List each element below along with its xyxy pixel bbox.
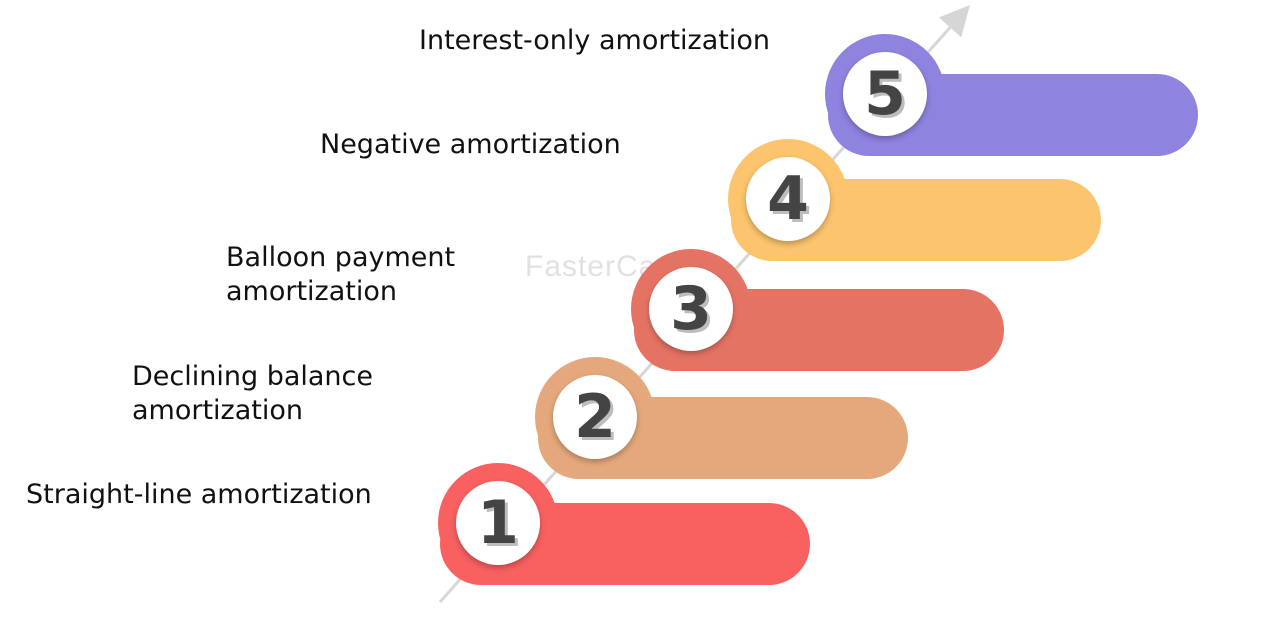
step-5-label-line: Interest-only amortization bbox=[419, 25, 770, 56]
step-4-number: 4 bbox=[767, 164, 809, 234]
step-3-label-line: amortization bbox=[226, 276, 397, 307]
step-1-label-line: Straight-line amortization bbox=[26, 479, 372, 510]
step-2-disc: 2 bbox=[535, 357, 655, 477]
step-4-badge: 4 bbox=[746, 157, 830, 241]
step-2-label: Declining balance amortization bbox=[132, 360, 373, 428]
step-2-badge: 2 bbox=[553, 375, 637, 459]
step-3-badge: 3 bbox=[649, 267, 733, 351]
step-3-disc: 3 bbox=[631, 249, 751, 369]
step-5-badge: 5 bbox=[843, 52, 927, 136]
step-1-badge: 1 bbox=[456, 481, 540, 565]
step-5-disc: 5 bbox=[825, 34, 945, 154]
step-1-label: Straight-line amortization bbox=[26, 478, 372, 512]
step-4-disc: 4 bbox=[728, 139, 848, 259]
step-5-label: Interest-only amortization bbox=[419, 24, 770, 58]
step-4-label-line: Negative amortization bbox=[320, 129, 621, 160]
step-2-label-line: Declining balance bbox=[132, 361, 373, 392]
step-1-disc: 1 bbox=[438, 463, 558, 583]
step-3-label-line: Balloon payment bbox=[226, 242, 456, 273]
step-2-number: 2 bbox=[574, 382, 616, 452]
step-3-label: Balloon payment amortization bbox=[226, 241, 455, 309]
step-2-label-line: amortization bbox=[132, 395, 303, 426]
step-4-label: Negative amortization bbox=[320, 128, 621, 162]
step-1-number: 1 bbox=[477, 488, 519, 558]
step-3-number: 3 bbox=[670, 274, 712, 344]
step-5-number: 5 bbox=[864, 59, 906, 129]
